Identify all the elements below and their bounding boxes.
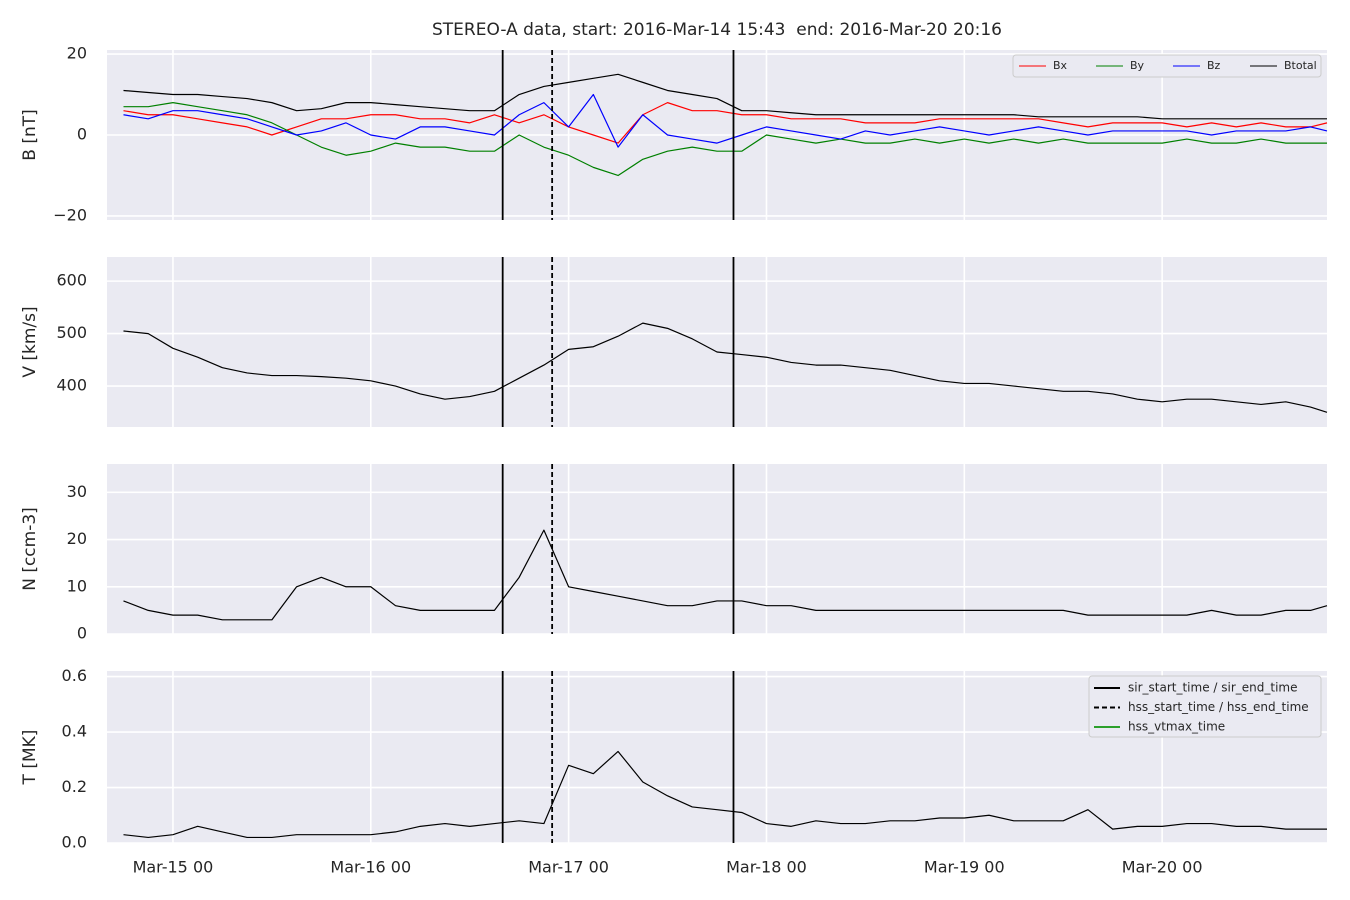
legend-label: sir_start_time / sir_end_time [1128, 681, 1298, 695]
x-tick-label: Mar-20 00 [1122, 858, 1203, 877]
plot-background [107, 257, 1327, 427]
y-tick-label: 0.2 [62, 777, 87, 796]
x-tick-label: Mar-16 00 [330, 858, 411, 877]
x-tick-label: Mar-15 00 [133, 858, 214, 877]
legend-label: Btotal [1284, 59, 1317, 72]
y-tick-label: 500 [56, 323, 87, 342]
data-line [123, 750, 1327, 839]
legend-label: hss_start_time / hss_end_time [1128, 700, 1309, 714]
data-line [123, 93, 1328, 148]
plot-background [107, 464, 1327, 634]
x-tick-label: Mar-19 00 [924, 858, 1005, 877]
legend-label: hss_vtmax_time [1128, 720, 1225, 734]
legend-box [1088, 675, 1322, 738]
data-line [123, 102, 1328, 144]
legend-label: Bx [1053, 59, 1068, 72]
y-tick-label: 0.6 [62, 666, 87, 685]
chart-title: STEREO-A data, start: 2016-Mar-14 15:43 … [432, 20, 1002, 40]
y-axis-label: B [nT] [20, 109, 40, 161]
y-axis-label: V [km/s] [20, 306, 40, 377]
data-line [123, 73, 1327, 120]
y-axis-label: N [ccm-3] [20, 507, 40, 591]
y-tick-label: 0.4 [62, 722, 87, 741]
y-tick-label: −20 [53, 205, 87, 224]
y-tick-label: 0.0 [62, 833, 87, 852]
y-tick-label: 0 [77, 125, 87, 144]
y-tick-label: 20 [67, 529, 87, 548]
y-tick-label: 20 [67, 44, 87, 63]
x-tick-label: Mar-18 00 [726, 858, 807, 877]
legend-label: By [1130, 59, 1145, 72]
data-line [123, 529, 1328, 621]
panel [107, 50, 1327, 220]
y-tick-label: 30 [67, 482, 87, 501]
y-axis-label: T [MK] [20, 730, 40, 786]
panel [107, 464, 1327, 635]
data-line [123, 102, 1327, 177]
legend-box [1012, 54, 1322, 78]
panel [107, 257, 1327, 427]
y-tick-label: 600 [56, 271, 87, 290]
legend-label: Bz [1207, 59, 1221, 72]
y-tick-label: 400 [56, 376, 87, 395]
y-tick-label: 10 [67, 576, 87, 595]
x-tick-label: Mar-17 00 [528, 858, 609, 877]
y-tick-label: 0 [77, 624, 87, 643]
data-line [123, 322, 1328, 413]
